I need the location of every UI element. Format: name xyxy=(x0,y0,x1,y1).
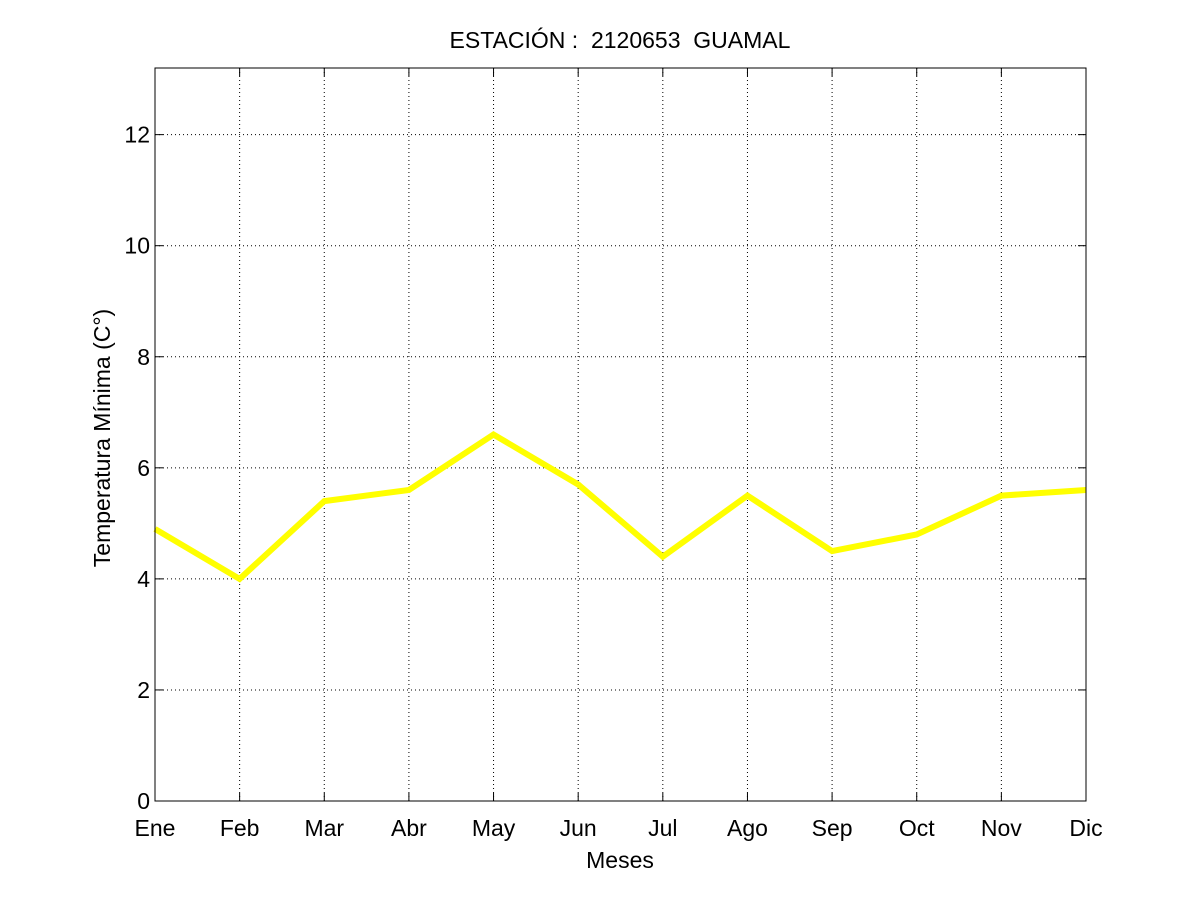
y-tick-label: 6 xyxy=(137,455,150,481)
x-tick-label: Ene xyxy=(135,815,176,841)
x-tick-label: Oct xyxy=(899,815,935,841)
x-tick-label: Abr xyxy=(391,815,427,841)
x-tick-label: Nov xyxy=(981,815,1022,841)
x-tick-label: Jun xyxy=(560,815,597,841)
y-tick-label: 12 xyxy=(124,122,150,148)
chart-title: ESTACIÓN : 2120653 GUAMAL xyxy=(450,27,791,53)
y-tick-label: 8 xyxy=(137,344,150,370)
x-tick-label: Mar xyxy=(304,815,344,841)
x-axis-label: Meses xyxy=(586,847,654,873)
plot-area xyxy=(155,68,1086,801)
x-tick-label: Dic xyxy=(1069,815,1102,841)
x-tick-label: May xyxy=(472,815,516,841)
y-tick-label: 10 xyxy=(124,233,150,259)
x-tick-label: Sep xyxy=(812,815,853,841)
y-tick-label: 2 xyxy=(137,677,150,703)
y-tick-label: 0 xyxy=(137,788,150,814)
series-line xyxy=(153,430,1087,583)
axes-box xyxy=(154,67,1087,802)
y-axis-label: Temperatura Mínima (C°) xyxy=(89,309,115,567)
x-tick-label: Feb xyxy=(220,815,260,841)
series-layer xyxy=(153,430,1087,583)
ticks xyxy=(154,68,1087,802)
y-tick-label: 4 xyxy=(137,566,150,592)
tick-labels: Ene Feb Mar Abr May Jun Jul Ago Sep Oct Nov Dic 0 2 4 6… xyxy=(124,122,1102,841)
x-tick-label: Ago xyxy=(727,815,768,841)
x-tick-label: Jul xyxy=(648,815,677,841)
